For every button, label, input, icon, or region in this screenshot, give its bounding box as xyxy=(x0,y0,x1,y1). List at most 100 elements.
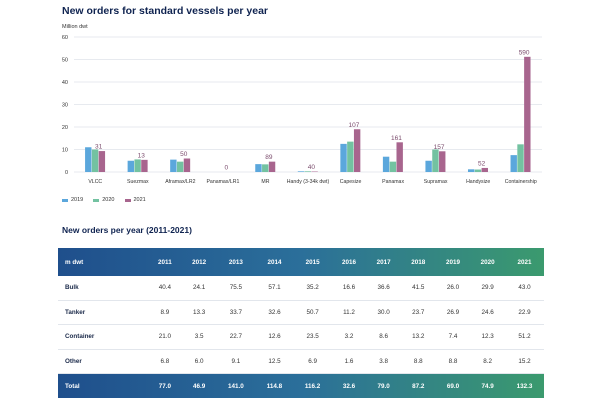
table-cell: 7.4 xyxy=(435,324,471,350)
table-cell: 32.6 xyxy=(255,300,294,325)
table-header-cell: 2016 xyxy=(341,258,356,266)
table-cell: 24.1 xyxy=(181,276,217,301)
legend-swatch-2020 xyxy=(93,198,100,202)
bar-2021 xyxy=(183,158,191,172)
table-body: Bulk 40.4 24.1 75.5 57.1 35.2 16.6 36.6 41.5 26.0… xyxy=(58,276,544,398)
table-cell: 8.6 xyxy=(366,324,401,350)
bar-2020 xyxy=(176,161,184,172)
bar-2020 xyxy=(432,149,439,172)
bar-2019 xyxy=(297,171,305,172)
table-header-cell: 2020 xyxy=(480,258,495,266)
table-cell: 3.5 xyxy=(181,324,217,350)
y-tick-label: 10 xyxy=(62,148,68,154)
table-header-cell: 2011 xyxy=(158,258,172,266)
bar-2020 xyxy=(389,161,397,172)
table-header-cell: 2015 xyxy=(305,258,320,266)
x-tick-label: Capesize xyxy=(340,179,362,185)
y-tick-label: 30 xyxy=(62,103,68,109)
bar-2020 xyxy=(91,149,99,172)
chart-legend: 2019 2020 2021 xyxy=(62,197,146,203)
x-tick-label: Handy (3-34k dwt) xyxy=(287,179,330,185)
table-cell: 8.8 xyxy=(400,349,436,374)
table-cell: 22.9 xyxy=(504,300,544,325)
table-row: Bulk 40.4 24.1 75.5 57.1 35.2 16.6 36.6 41.5 26.0… xyxy=(58,276,544,301)
table-cell: 13.3 xyxy=(181,300,217,325)
x-tick-label: Suezmax xyxy=(127,179,149,185)
table-header-cell: 2021 xyxy=(517,258,532,266)
table-cell: 23.5 xyxy=(293,324,332,350)
bar-2021 xyxy=(524,56,531,172)
bar-2021 xyxy=(396,142,403,172)
table-cell: 30.0 xyxy=(366,300,401,325)
table-cell: 114.8 xyxy=(266,382,283,390)
table-cell: 24.6 xyxy=(470,300,505,325)
bar-2021 xyxy=(98,151,106,172)
bar-2019 xyxy=(382,156,390,172)
table-cell: 29.9 xyxy=(470,276,505,301)
data-label: 31 xyxy=(95,144,103,151)
table-cell: 3.2 xyxy=(331,324,367,350)
bar-2020 xyxy=(474,169,482,172)
table-cell: 6.8 xyxy=(147,349,182,374)
x-tick-label: Supramax xyxy=(424,179,448,185)
row-label: Total xyxy=(65,382,80,390)
x-tick-label: Panamax/LR1 xyxy=(206,179,239,185)
row-label: Tanker xyxy=(58,300,148,325)
bar-2019 xyxy=(170,159,177,172)
bar-2020 xyxy=(347,141,354,172)
table-cell: 77.0 xyxy=(158,382,172,390)
table-cell: 141.0 xyxy=(228,382,244,390)
table-cell: 16.6 xyxy=(331,276,367,301)
table-cell: 32.6 xyxy=(342,382,356,390)
table-title: New orders per year (2011-2021) xyxy=(62,225,192,235)
bar-2020 xyxy=(517,144,524,172)
table-cell: 11.2 xyxy=(331,300,367,325)
bar-2019 xyxy=(85,147,92,172)
bar-2019 xyxy=(510,155,517,172)
table-header-cell: 2013 xyxy=(228,258,243,266)
table-row: Tanker 8.9 13.3 33.7 32.6 50.7 11.2 30.0 23.7 26.… xyxy=(58,300,544,325)
data-label: 157 xyxy=(434,144,445,151)
table-cell: 41.5 xyxy=(400,276,436,301)
x-tick-label: MR xyxy=(261,179,269,185)
table-cell: 6.9 xyxy=(293,349,332,374)
bar-2019 xyxy=(467,169,475,172)
legend-item-2021: 2021 xyxy=(124,197,146,203)
data-label: 107 xyxy=(349,122,360,129)
y-tick-label: 20 xyxy=(62,125,68,131)
bar-2019 xyxy=(127,160,135,172)
data-label: 0 xyxy=(224,165,228,172)
bar-2020 xyxy=(304,171,311,172)
orders-table: m dwt 2011 2012 2013 2014 2015 2016 2017… xyxy=(58,248,544,398)
y-axis-label: Million dwt xyxy=(62,24,88,30)
chart-title: New orders for standard vessels per year xyxy=(62,5,269,17)
table-cell: 15.2 xyxy=(504,349,544,374)
table-cell: 9.1 xyxy=(216,349,256,374)
table-cell: 3.8 xyxy=(366,349,401,374)
bar-2021 xyxy=(141,159,148,172)
row-label: Bulk xyxy=(58,276,148,301)
table-header-cell: 2017 xyxy=(376,258,391,266)
bar-chart: Million dwt 0 10 20 30 40 50 60 31 VLCC 13 Suezmax 5… xyxy=(62,24,542,185)
legend-label-2020: 2020 xyxy=(102,197,115,203)
data-label: 40 xyxy=(308,164,316,171)
x-tick-label: Handysize xyxy=(466,179,490,185)
table-cell: 12.3 xyxy=(470,324,505,350)
table-row: Container 21.0 3.5 22.7 12.6 23.5 3.2 8.6 13.2 7.… xyxy=(58,324,544,350)
table-cell: 40.4 xyxy=(147,276,182,301)
table-cell: 33.7 xyxy=(216,300,256,325)
bar-2019 xyxy=(255,164,262,172)
table-cell: 8.9 xyxy=(147,300,182,325)
table-header-cell: 2018 xyxy=(411,258,426,266)
y-tick-label: 60 xyxy=(62,35,68,41)
table-cell: 22.7 xyxy=(216,324,256,350)
table-cell: 87.2 xyxy=(412,382,425,390)
legend-label-2019: 2019 xyxy=(71,197,84,203)
table-cell: 51.2 xyxy=(504,324,544,350)
table-cell: 43.0 xyxy=(504,276,544,301)
legend-swatch-2019 xyxy=(62,198,68,202)
table-cell: 69.0 xyxy=(446,382,460,390)
table-header-row: m dwt 2011 2012 2013 2014 2015 2016 2017… xyxy=(58,248,544,276)
data-label: 52 xyxy=(478,160,486,167)
